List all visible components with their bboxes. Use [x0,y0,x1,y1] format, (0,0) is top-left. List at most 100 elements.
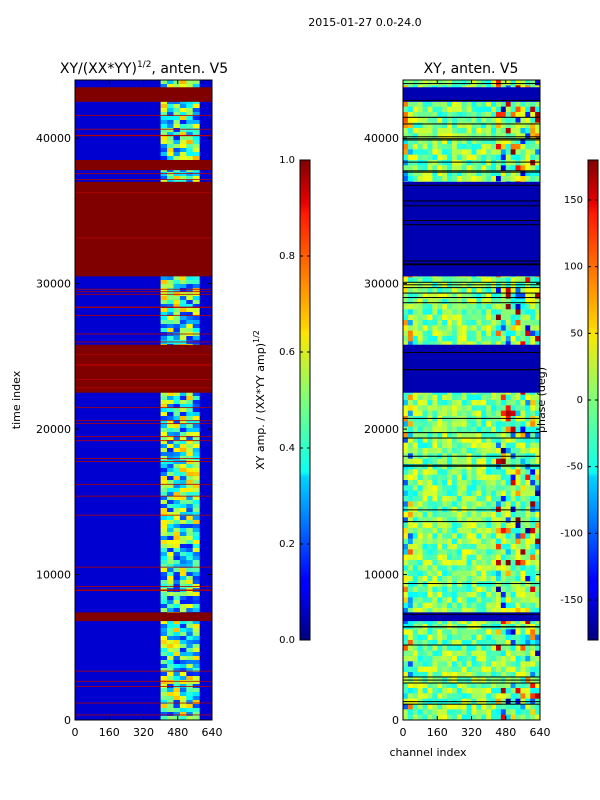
heatmap-cell [500,170,507,177]
heatmap-cell [535,410,540,417]
left-title-suffix: , anten. V5 [151,61,228,77]
heatmap-cell [481,112,487,118]
heatmap-cell [167,660,174,665]
heatmap-cell [179,120,187,125]
heatmap-cell [471,666,477,673]
heatmap-cell [447,709,453,716]
heatmap-cell [437,485,443,492]
heatmap-cell [461,293,468,300]
heatmap-cell [530,474,536,481]
heatmap-cell [520,432,526,438]
heatmap-cell [486,469,492,476]
heatmap-cell [407,597,414,604]
heatmap-cell [456,112,463,118]
flag-line [75,291,212,293]
heatmap-cell [481,341,487,348]
heatmap-cell [160,336,168,341]
heatmap-cell [515,485,521,492]
heatmap-cell [179,428,187,433]
heatmap-cell [520,128,526,134]
heatmap-cell [466,650,472,657]
heatmap-cell [530,650,536,657]
heatmap-cell [466,154,472,161]
heatmap-cell [186,696,194,701]
heatmap-cell [486,501,492,508]
heatmap-cell [495,592,502,598]
heatmap-cell [535,634,540,641]
heatmap-cell [442,586,448,593]
heatmap-cell [461,576,468,582]
heatmap-cell [530,533,536,540]
heatmap-cell [407,106,414,113]
heatmap-cell [495,682,502,689]
heatmap-cell [491,416,497,422]
heatmap-cell [456,128,463,134]
heatmap-cell [535,170,540,177]
heatmap-cell [412,437,419,444]
heatmap-cell [451,645,458,652]
heatmap-cell [167,140,174,145]
heatmap-cell [422,112,428,118]
heatmap-cell [447,437,453,444]
heatmap-cell [451,629,458,636]
heatmap-cell [412,608,419,614]
heatmap-cell [422,469,428,476]
heatmap-cell [476,288,482,294]
heatmap-cell [447,597,453,604]
heatmap-cell [173,704,181,709]
heatmap-cell [466,304,472,310]
heatmap-cell [471,704,477,710]
heatmap-cell [403,533,409,540]
heatmap-cell [403,165,409,172]
heatmap-cell [471,528,477,534]
heatmap-cell [432,112,438,118]
heatmap-cell [461,650,468,657]
heatmap-cell [535,554,540,561]
heatmap-cell [510,474,517,481]
heatmap-cell [535,144,540,150]
heatmap-cell [422,496,428,502]
heatmap-cell [160,600,168,605]
heatmap-cell [456,293,463,300]
heatmap-cell [491,490,497,497]
heatmap-cell [471,560,477,566]
heatmap-cell [403,106,409,113]
heatmap-cell [412,133,419,140]
heatmap-cell [403,170,409,177]
heatmap-cell [520,336,526,342]
heatmap-cell [495,138,502,145]
heatmap-cell [505,501,512,508]
heatmap-cell [466,522,472,529]
heatmap-cell [417,314,424,321]
heatmap-cell [525,154,531,161]
heatmap-cell [486,400,492,406]
heatmap-cell [525,341,531,348]
colorbar-tick-label: 0.4 [279,443,295,454]
heatmap-cell [505,704,512,710]
heatmap-cell [495,517,502,524]
heatmap-cell [505,565,512,572]
heatmap-cell [186,708,194,713]
heatmap-cell [500,309,507,316]
heatmap-cell [500,581,507,588]
heatmap-cell [515,560,521,566]
heatmap-cell [192,132,200,137]
heatmap-cell [461,474,468,481]
heatmap-cell [456,277,463,284]
heatmap-cell [520,277,526,284]
heatmap-cell [167,648,174,653]
heatmap-cell [179,492,187,497]
heatmap-cell [407,122,414,129]
heatmap-cell [530,570,536,577]
heatmap-cell [456,480,463,486]
heatmap-cell [535,101,540,108]
heatmap-cell [192,524,200,529]
heatmap-cell [476,570,482,577]
heatmap-cell [500,288,507,294]
heatmap-cell [491,474,497,481]
heatmap-cell [447,154,453,161]
heatmap-cell [167,652,174,657]
heatmap-cell [520,165,526,172]
heatmap-cell [407,176,414,182]
heatmap-cell [447,490,453,497]
